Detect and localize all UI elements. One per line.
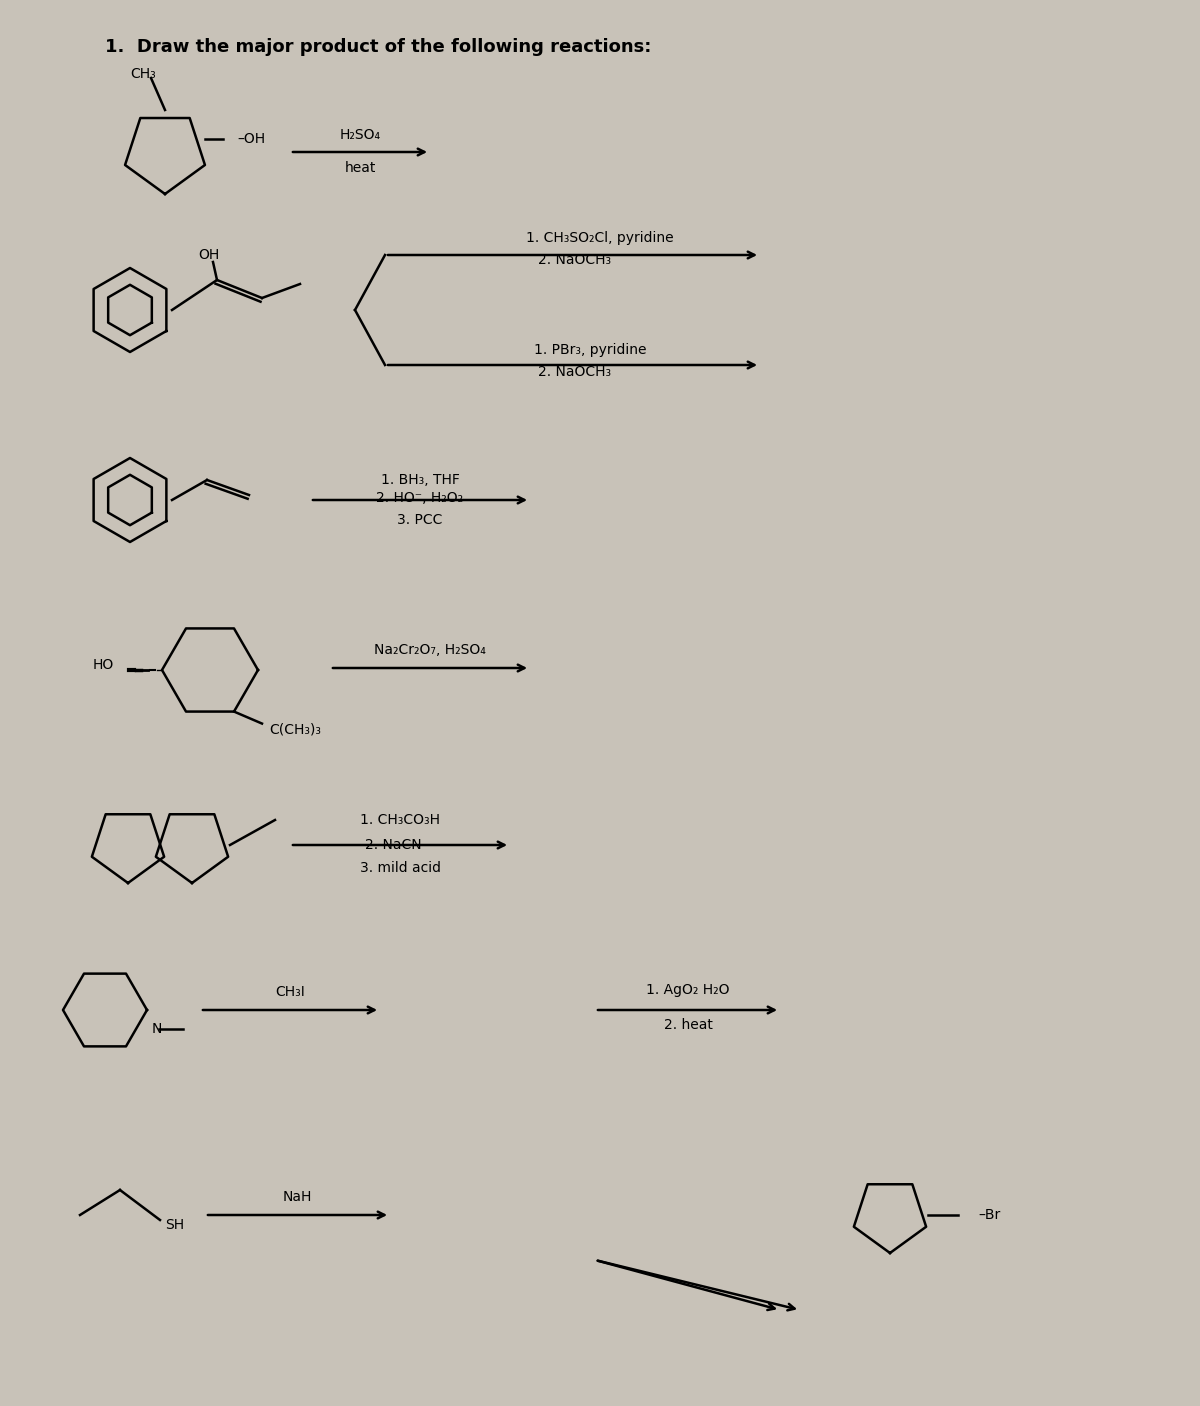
- Text: HO: HO: [92, 658, 114, 672]
- Text: 3. PCC: 3. PCC: [397, 513, 443, 527]
- Text: 1. PBr₃, pyridine: 1. PBr₃, pyridine: [534, 343, 647, 357]
- Text: Na₂Cr₂O₇, H₂SO₄: Na₂Cr₂O₇, H₂SO₄: [374, 643, 486, 657]
- Text: CH₃I: CH₃I: [275, 986, 305, 1000]
- Text: 1. CH₃CO₃H: 1. CH₃CO₃H: [360, 813, 440, 827]
- Text: SH: SH: [166, 1218, 184, 1232]
- Text: heat: heat: [344, 162, 376, 174]
- Text: 2. HO⁻, H₂O₂: 2. HO⁻, H₂O₂: [377, 491, 463, 505]
- Text: 1.  Draw the major product of the following reactions:: 1. Draw the major product of the followi…: [106, 38, 652, 56]
- Text: 3. mild acid: 3. mild acid: [360, 860, 440, 875]
- Text: –OH: –OH: [236, 132, 265, 146]
- Text: C(CH₃)₃: C(CH₃)₃: [269, 723, 322, 737]
- Text: –Br: –Br: [978, 1208, 1001, 1222]
- Text: N: N: [151, 1022, 162, 1036]
- Text: 1. CH₃SO₂Cl, pyridine: 1. CH₃SO₂Cl, pyridine: [526, 231, 674, 245]
- Text: H₂SO₄: H₂SO₄: [340, 128, 380, 142]
- Text: CH₃: CH₃: [130, 67, 156, 82]
- Text: 1. AgO₂ H₂O: 1. AgO₂ H₂O: [647, 983, 730, 997]
- Text: 2. NaCN: 2. NaCN: [365, 838, 421, 852]
- Text: 2. NaOCH₃: 2. NaOCH₃: [539, 253, 612, 267]
- Text: OH: OH: [198, 247, 220, 262]
- Text: 2. NaOCH₃: 2. NaOCH₃: [539, 366, 612, 380]
- Text: 2. heat: 2. heat: [664, 1018, 713, 1032]
- Text: 1. BH₃, THF: 1. BH₃, THF: [380, 472, 460, 486]
- Text: NaH: NaH: [282, 1189, 312, 1204]
